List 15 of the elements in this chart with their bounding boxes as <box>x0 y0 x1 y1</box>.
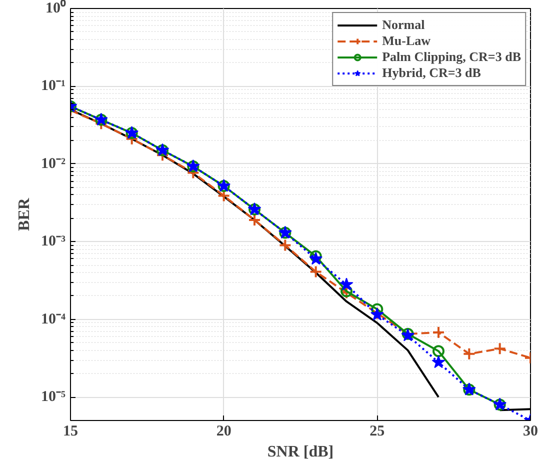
y-tick-label: 10⁻⁴ <box>41 311 66 328</box>
legend-label: Mu-Law <box>382 33 430 49</box>
legend-label: Hybrid, CR=3 dB <box>382 65 481 81</box>
y-tick-label: 10⁻¹ <box>41 78 66 94</box>
x-tick-label: 30 <box>523 424 538 440</box>
y-tick-label: 10⁻² <box>41 156 66 172</box>
legend-label: Normal <box>382 17 425 33</box>
legend-label: Palm Clipping, CR=3 dB <box>382 49 521 65</box>
x-tick-label: 20 <box>216 424 232 440</box>
x-tick-label: 25 <box>370 424 385 440</box>
y-tick-label: 10⁻⁵ <box>41 389 66 406</box>
x-axis-title: SNR [dB] <box>267 444 334 460</box>
y-tick-label: 10⁻³ <box>41 234 66 250</box>
y-axis-title: BER <box>16 198 34 231</box>
x-tick-label: 15 <box>63 424 78 440</box>
